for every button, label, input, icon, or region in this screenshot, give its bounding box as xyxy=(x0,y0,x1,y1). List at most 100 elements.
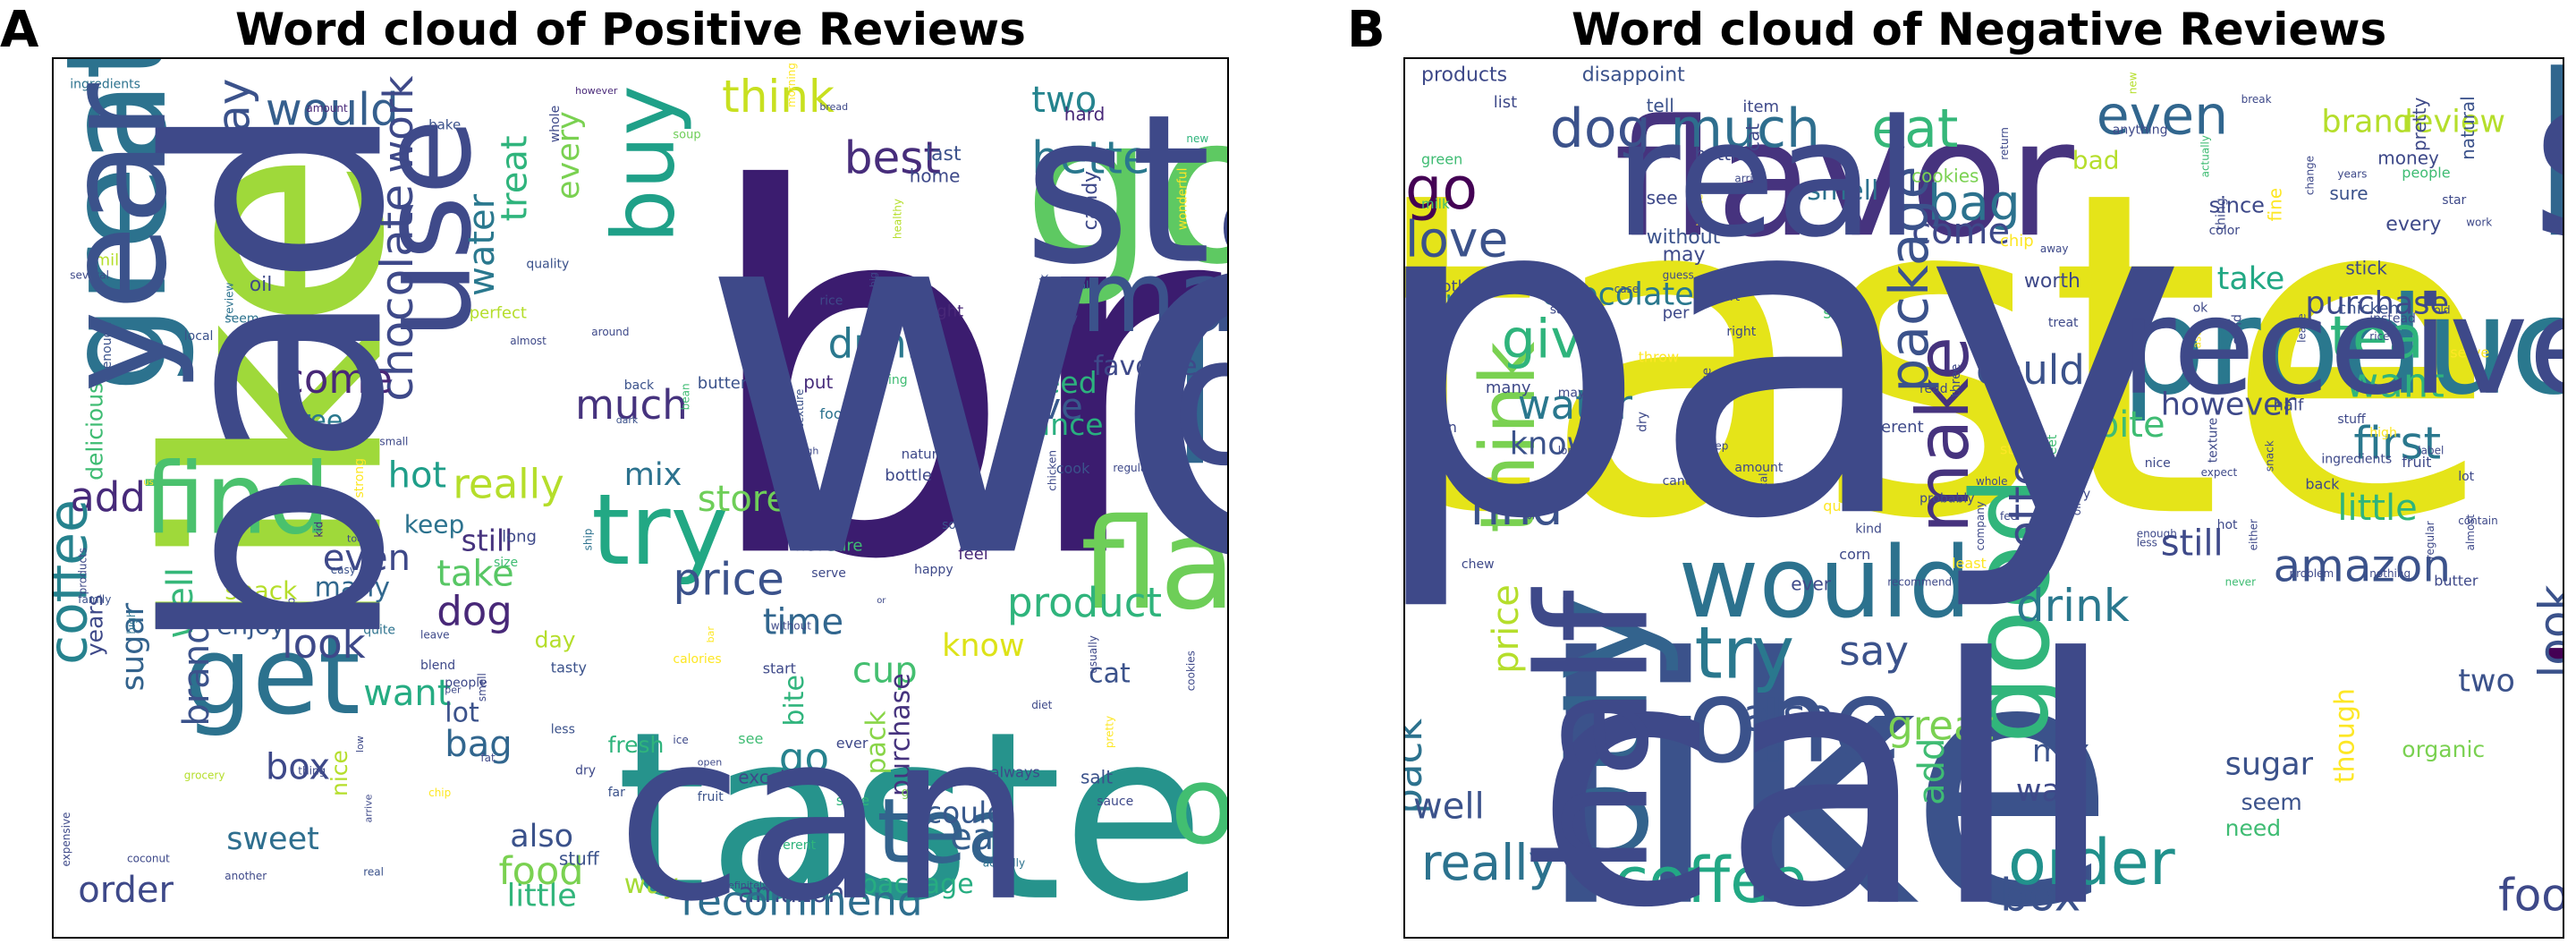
word-serve: serve xyxy=(2450,344,2489,361)
word-ship: ship xyxy=(581,529,594,551)
word-regular: regular xyxy=(2424,521,2436,559)
word-fresh: fresh xyxy=(608,732,665,758)
word-purchase: purchase xyxy=(2305,286,2449,322)
word-great: great xyxy=(54,59,198,393)
word-really: really xyxy=(453,461,564,508)
word-green: green xyxy=(1421,151,1462,168)
word-find: find xyxy=(143,442,330,557)
word-way: way xyxy=(624,869,679,900)
word-leave: leave xyxy=(2295,313,2308,343)
word-butter: butter xyxy=(2434,573,2479,590)
word-food: food xyxy=(2498,870,2563,922)
word-almost: almost xyxy=(510,335,547,347)
word-use: use xyxy=(354,118,500,340)
word-dark: dark xyxy=(616,414,639,426)
word-however: however xyxy=(575,85,618,97)
word-bad: bad xyxy=(2072,146,2120,175)
word-oil: oil xyxy=(2071,503,2083,515)
word-dry: dry xyxy=(1636,412,1650,432)
word-bar: bar xyxy=(1550,489,1568,501)
word-work: work xyxy=(2466,216,2492,228)
word-us: us xyxy=(143,478,154,488)
word-eat: eat xyxy=(950,817,1008,858)
word-different: different xyxy=(1855,418,1923,437)
word-butter: butter xyxy=(698,374,748,393)
word-different: different xyxy=(763,838,817,853)
word-great: great xyxy=(1887,702,1994,749)
word-back: back xyxy=(624,378,655,393)
word-quite: quite xyxy=(363,624,395,638)
word-delicious: delicious xyxy=(82,382,108,481)
word-chocolate: chocolate xyxy=(371,184,423,402)
word-bad: bad xyxy=(106,100,449,656)
word-help: help xyxy=(285,598,298,621)
word-cup: cup xyxy=(1413,285,1462,317)
word-may: may xyxy=(262,246,290,260)
word-always: always xyxy=(991,764,1040,781)
word-good: good xyxy=(1950,476,2074,744)
word-try: try xyxy=(1695,612,1795,695)
word-list: list xyxy=(1494,93,1517,112)
word-still: still xyxy=(462,523,513,557)
word-people: people xyxy=(2402,164,2450,181)
word-dog: dog xyxy=(436,588,513,635)
word-size: size xyxy=(2530,59,2563,287)
word-stuff: stuff xyxy=(2337,412,2366,427)
word-either: either xyxy=(2248,519,2260,550)
word-get: get xyxy=(184,615,360,739)
word-enjoy: enjoy xyxy=(216,611,284,641)
word-enough: enough xyxy=(2137,528,2177,540)
word-call: call xyxy=(1534,586,2118,937)
word-however: however xyxy=(2161,387,2296,422)
word-year: year xyxy=(54,83,198,393)
word-package: package xyxy=(860,869,974,900)
word-half: half xyxy=(1506,586,1683,875)
word-many: many xyxy=(315,572,390,603)
word-label: label xyxy=(2418,444,2444,456)
word-much: much xyxy=(575,381,688,429)
word-add: add xyxy=(70,473,146,521)
word-lot: lot xyxy=(445,698,479,729)
word-want: want xyxy=(2345,360,2445,407)
word-organic: organic xyxy=(2402,736,2485,762)
word-bag: bag xyxy=(1928,174,2021,232)
word-home: home xyxy=(910,165,961,186)
word-two: two xyxy=(2458,663,2515,699)
word-treat: treat xyxy=(2048,316,2079,330)
word-flavor: flavor xyxy=(1614,86,2074,273)
word-thing: thing xyxy=(2215,198,2229,230)
word-arrive: arrive xyxy=(362,794,374,822)
word-give: give xyxy=(1007,387,1083,428)
word-keep: keep xyxy=(404,510,464,540)
word-pay: pay xyxy=(1405,96,2188,617)
word-mix: mix xyxy=(2032,734,2090,770)
word-drink: drink xyxy=(828,320,930,368)
word-nothing: nothing xyxy=(2369,567,2411,580)
word-can: can xyxy=(1775,261,1807,283)
word-years: years xyxy=(82,594,108,656)
word-company: company xyxy=(1974,501,1987,550)
word-contain: contain xyxy=(2458,515,2498,527)
word-go: go xyxy=(779,735,829,782)
word-recommend: recommend xyxy=(682,878,923,925)
word-eat: eat xyxy=(1871,98,1958,160)
word-excellent: excellent xyxy=(738,766,819,787)
word-dog: dog xyxy=(1550,98,1651,160)
word-add: add xyxy=(1911,738,1953,805)
word-local: local xyxy=(1757,473,1769,498)
word-day: day xyxy=(1411,496,1424,515)
word-strong: strong xyxy=(2000,440,2046,457)
word-rice: rice xyxy=(2369,330,2389,343)
word-strong: strong xyxy=(352,458,367,498)
word-though: though xyxy=(2329,688,2360,783)
word-another: another xyxy=(225,870,267,882)
word-amazon: amazon xyxy=(738,878,844,909)
word-two: two xyxy=(1031,80,1097,121)
word-free: free xyxy=(290,405,343,437)
word-fine: fine xyxy=(2265,188,2286,222)
word-even: even xyxy=(323,538,411,579)
word-hot: hot xyxy=(2217,518,2238,532)
word-right: right xyxy=(1726,325,1756,339)
word-item: item xyxy=(1742,98,1779,116)
word-bottle: bottle xyxy=(885,466,932,485)
